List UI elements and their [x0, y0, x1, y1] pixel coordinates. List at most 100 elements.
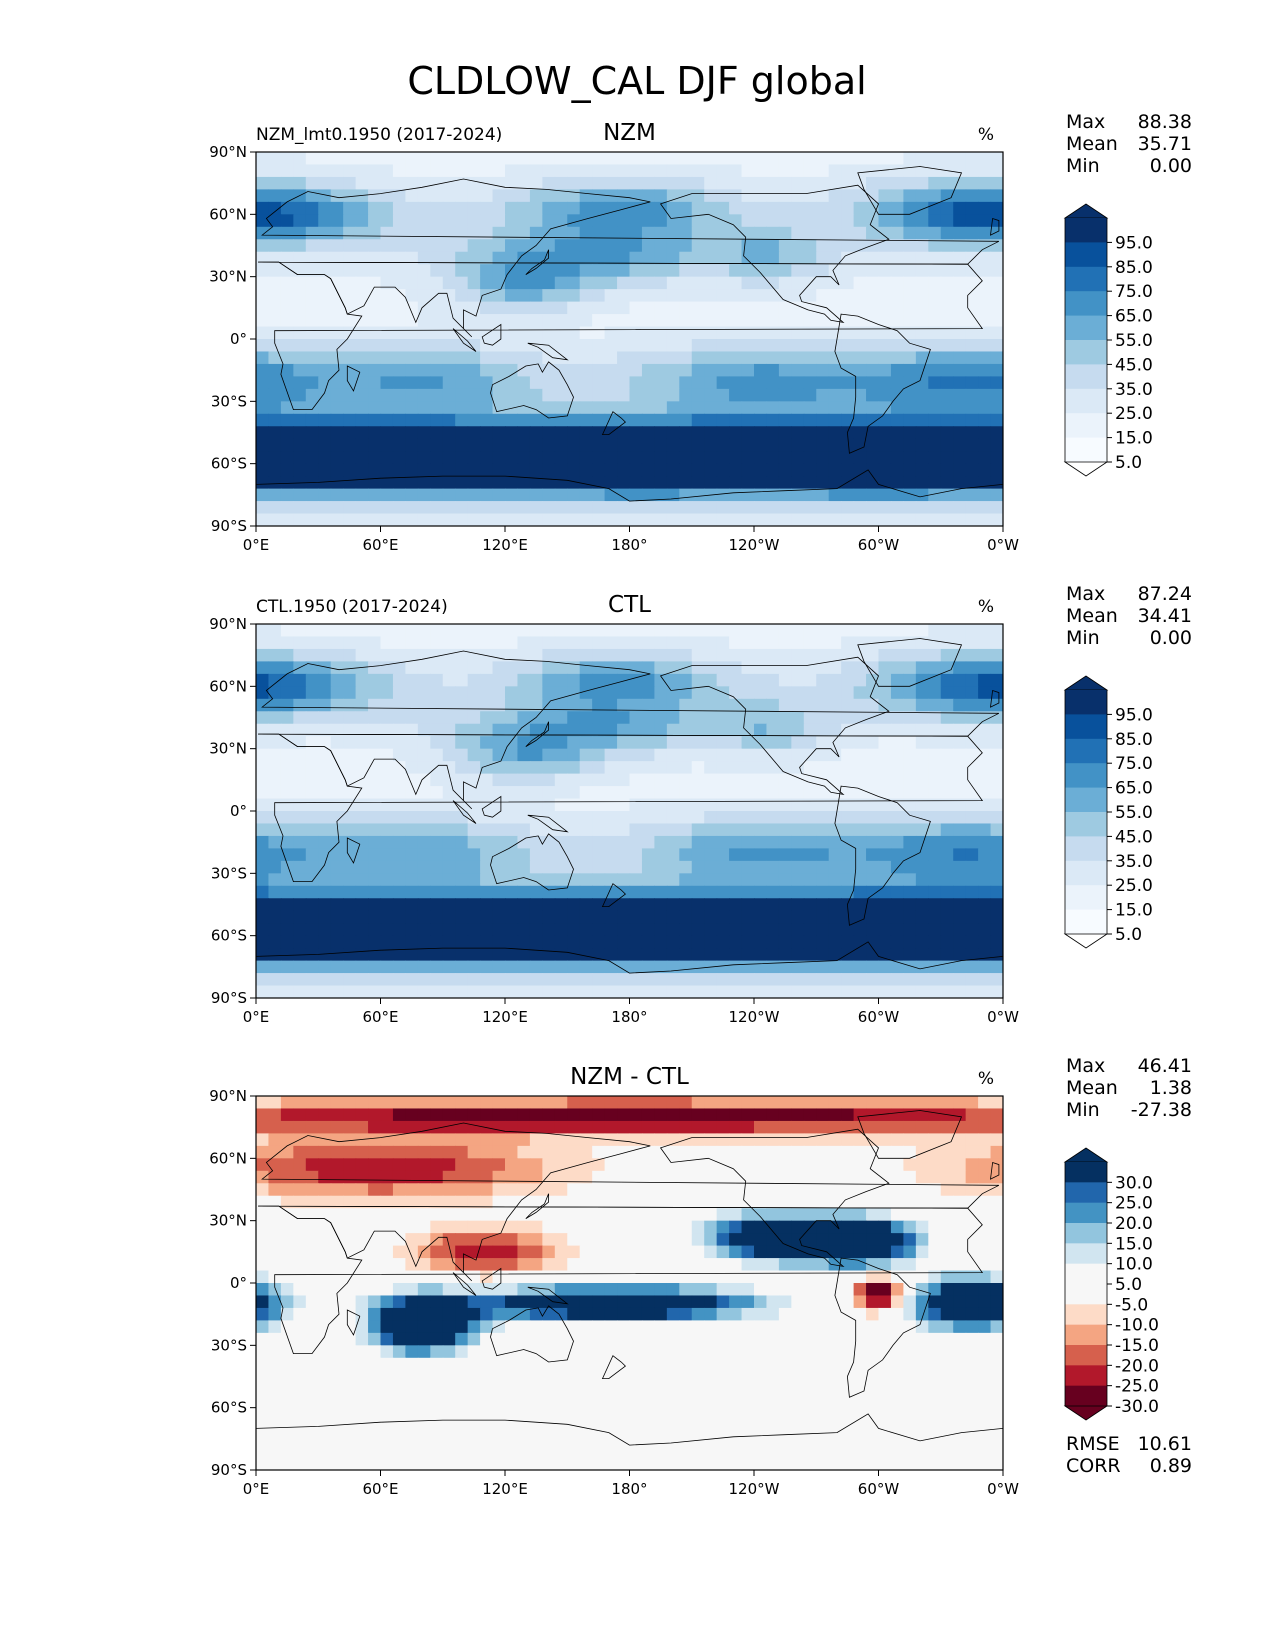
map-cell — [841, 1332, 855, 1346]
map-cell — [405, 673, 419, 687]
map-cell — [567, 835, 581, 849]
map-cell — [529, 648, 543, 662]
map-cell — [803, 501, 817, 515]
map-cell — [442, 1208, 456, 1222]
map-cell — [953, 251, 967, 265]
map-cell — [268, 214, 282, 228]
map-cell — [754, 960, 768, 974]
map-cell — [766, 438, 780, 452]
lat-tick-label: 60°S — [211, 927, 247, 945]
map-cell — [629, 1332, 643, 1346]
map-cell — [654, 176, 668, 190]
colorbar-swatch — [1065, 315, 1107, 341]
map-cell — [766, 1145, 780, 1159]
map-cell — [405, 624, 419, 638]
map-cell — [505, 873, 519, 887]
map-cell — [554, 388, 568, 402]
map-cell — [953, 736, 967, 750]
map-cell — [866, 1332, 880, 1346]
map-cell — [754, 201, 768, 215]
map-cell — [529, 476, 543, 490]
map-cell — [716, 1332, 730, 1346]
map-cell — [542, 1208, 556, 1222]
map-cell — [778, 1332, 792, 1346]
map-cell — [517, 1183, 531, 1197]
map-cell — [592, 264, 606, 278]
map-cell — [803, 698, 817, 712]
map-cell — [903, 948, 917, 962]
map-cell — [890, 873, 904, 887]
map-cell — [405, 1170, 419, 1184]
map-cell — [716, 985, 730, 998]
map-cell — [866, 501, 880, 515]
map-cell — [529, 251, 543, 265]
map-cell — [641, 773, 655, 787]
map-cell — [791, 376, 805, 390]
map-cell — [729, 935, 743, 949]
map-cell — [592, 848, 606, 862]
map-cell — [866, 388, 880, 402]
map-cell — [517, 189, 531, 203]
map-cell — [828, 1170, 842, 1184]
map-cell — [679, 761, 693, 775]
map-cell — [467, 376, 481, 390]
map-cell — [679, 935, 693, 949]
map-cell — [878, 885, 892, 899]
map-cell — [280, 164, 294, 178]
map-cell — [816, 973, 830, 987]
map-cell — [542, 761, 556, 775]
map-cell — [368, 363, 382, 377]
colorbar-swatch — [1065, 836, 1107, 862]
map-cell — [704, 264, 718, 278]
map-cell — [280, 786, 294, 800]
map-cell — [405, 1096, 419, 1110]
map-cell — [729, 1133, 743, 1147]
map-cell — [604, 388, 618, 402]
map-cell — [791, 1283, 805, 1297]
map-cell — [492, 239, 506, 253]
map-cell — [268, 289, 282, 303]
map-cell — [666, 723, 680, 737]
map-cell — [816, 413, 830, 427]
map-cell — [691, 339, 705, 353]
map-cell — [928, 251, 942, 265]
map-cell — [343, 985, 357, 998]
map-cell — [343, 885, 357, 899]
map-cell — [455, 923, 469, 937]
map-cell — [579, 1258, 593, 1272]
map-cell — [430, 624, 444, 638]
map-cell — [828, 276, 842, 290]
map-cell — [480, 711, 494, 725]
map-cell — [604, 698, 618, 712]
map-cell — [380, 985, 394, 998]
map-cell — [816, 276, 830, 290]
map-cell — [567, 848, 581, 862]
map-cell — [791, 1220, 805, 1234]
map-cell — [517, 698, 531, 712]
map-cell — [529, 698, 543, 712]
map-cell — [517, 1170, 531, 1184]
map-cell — [368, 164, 382, 178]
map-cell — [256, 314, 270, 328]
map-cell — [542, 1145, 556, 1159]
map-cell — [754, 152, 768, 166]
map-cell — [729, 326, 743, 340]
map-cell — [467, 351, 481, 365]
map-cell — [405, 451, 419, 465]
map-cell — [940, 923, 954, 937]
map-cell — [442, 960, 456, 974]
map-cell — [940, 835, 954, 849]
map-cell — [392, 388, 406, 402]
map-cell — [455, 698, 469, 712]
map-cell — [928, 339, 942, 353]
map-cell — [654, 723, 668, 737]
map-cell — [256, 488, 270, 502]
map-cell — [355, 501, 369, 515]
map-cell — [641, 648, 655, 662]
map-cell — [641, 189, 655, 203]
map-cell — [355, 463, 369, 477]
map-cell — [604, 748, 618, 762]
map-cell — [890, 960, 904, 974]
map-cell — [990, 723, 1003, 737]
map-cell — [965, 973, 979, 987]
